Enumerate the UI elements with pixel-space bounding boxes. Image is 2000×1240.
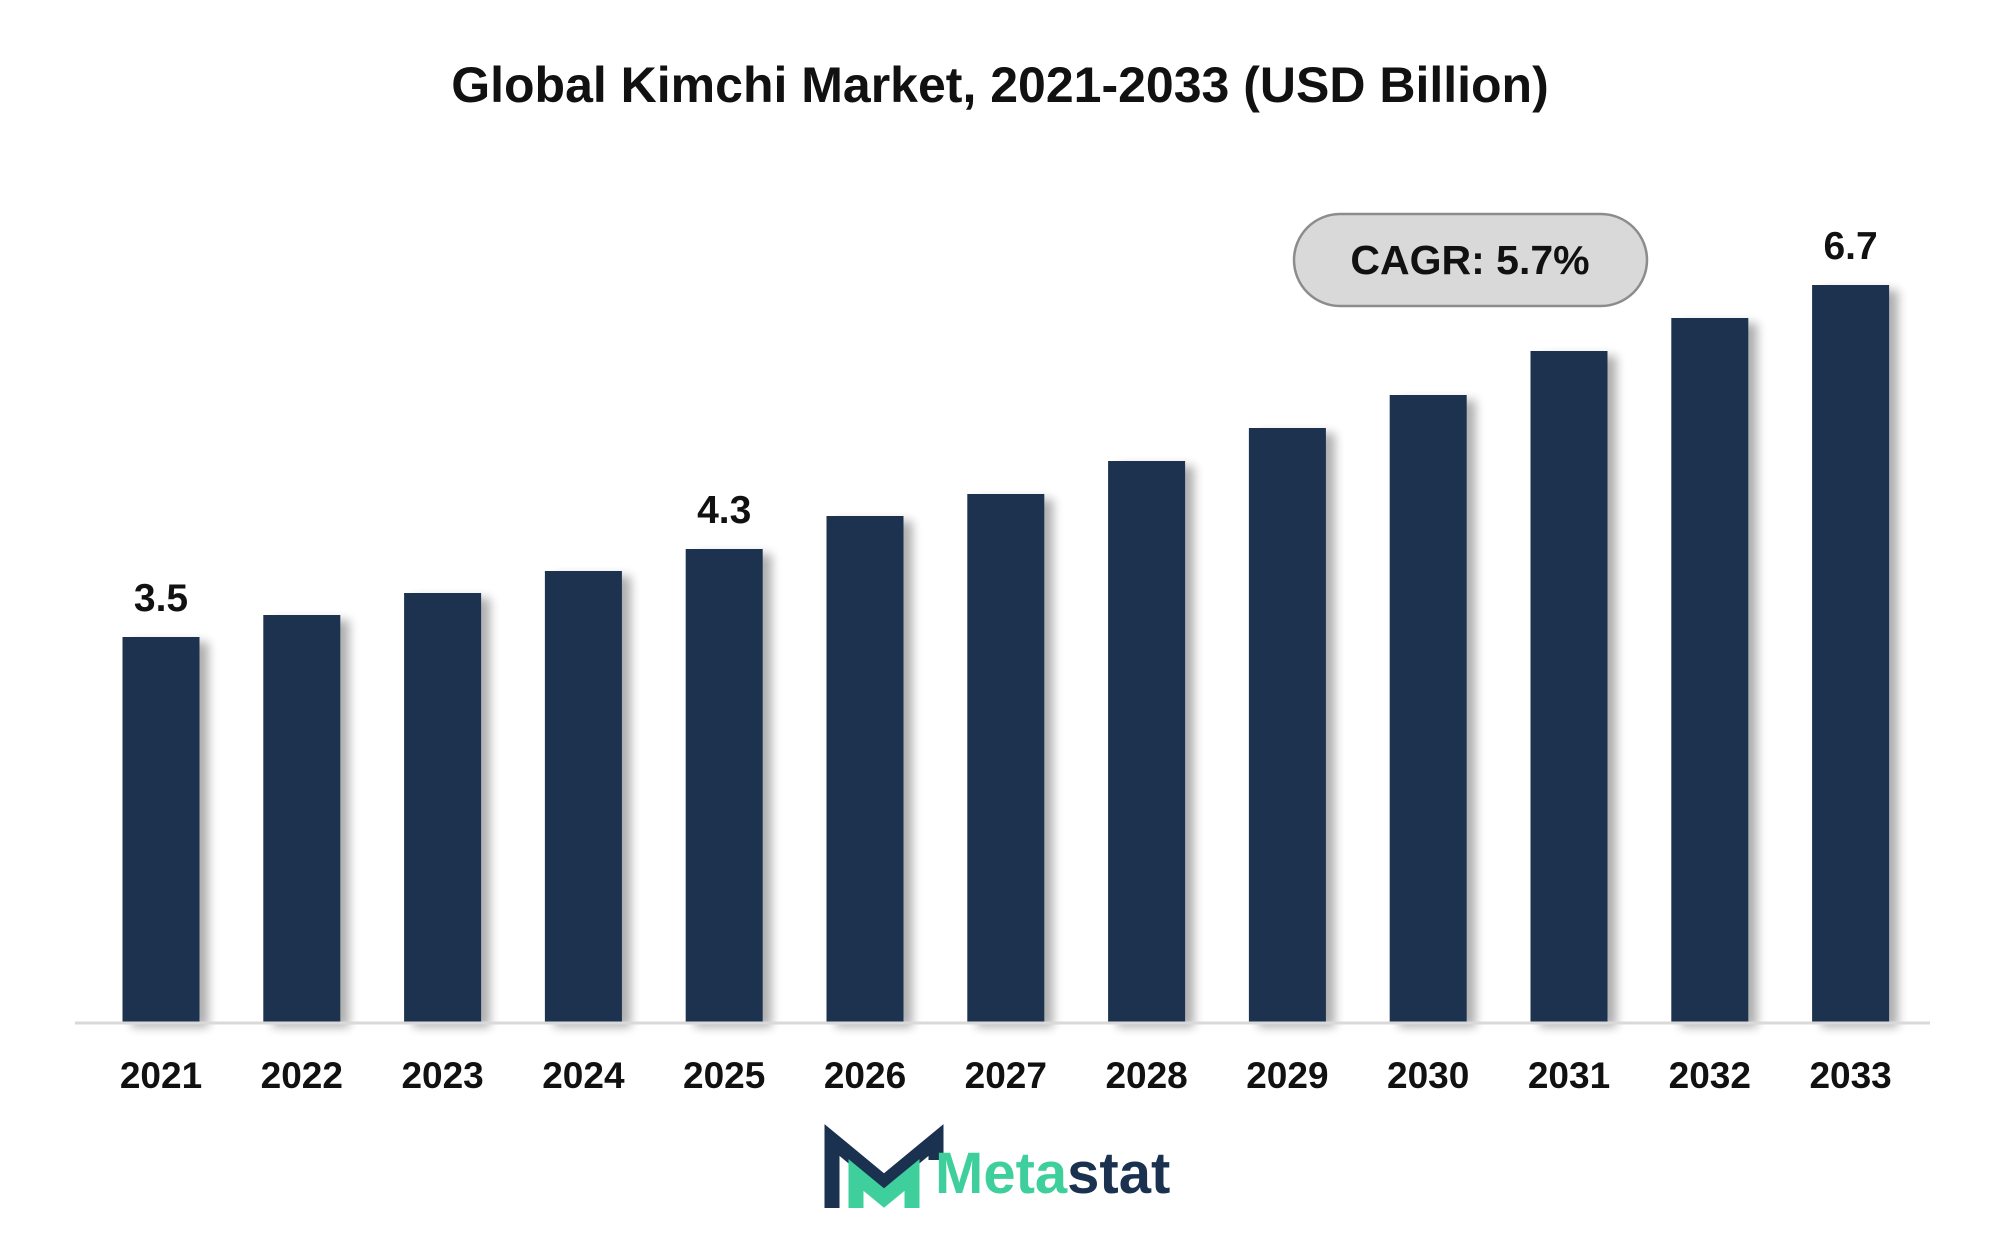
x-tick-label-2029: 2029 [1246, 1055, 1328, 1096]
cagr-callout: CAGR: 5.7% [1292, 212, 1649, 308]
metastat-m-icon [824, 1124, 944, 1208]
bar-group [122, 285, 1890, 1022]
logo-suffix: stat [1067, 1141, 1170, 1206]
bar-2024 [544, 571, 622, 1022]
cagr-label: CAGR: 5.7% [1350, 237, 1589, 283]
bar-2030 [1389, 395, 1467, 1022]
x-tick-label-2022: 2022 [261, 1055, 343, 1096]
cagr-pill [1292, 212, 1649, 308]
bar-2023 [404, 593, 482, 1022]
bar-2031 [1530, 351, 1608, 1022]
x-tick-label-2030: 2030 [1387, 1055, 1469, 1096]
x-tick-label-2021: 2021 [120, 1055, 202, 1096]
logo-wordmark: Metastat [935, 1141, 1170, 1206]
bar-2028 [1108, 461, 1186, 1022]
bar-2029 [1248, 428, 1326, 1022]
chart-title: Global Kimchi Market, 2021-2033 (USD Bil… [451, 57, 1549, 113]
data-label-2025: 4.3 [697, 489, 751, 532]
bar-2021 [122, 637, 200, 1022]
x-tick-label-2028: 2028 [1105, 1055, 1187, 1096]
x-tick-label-2024: 2024 [542, 1055, 625, 1096]
bar-2025 [685, 549, 763, 1022]
x-tick-label-2023: 2023 [401, 1055, 483, 1096]
x-tick-label-2027: 2027 [965, 1055, 1047, 1096]
x-tick-label-2032: 2032 [1669, 1055, 1751, 1096]
bar-2022 [263, 615, 341, 1022]
x-tick-label-2025: 2025 [683, 1055, 765, 1096]
bar-2027 [967, 494, 1045, 1022]
x-tick-label-2033: 2033 [1809, 1055, 1891, 1096]
metastat-logo: Metastat [824, 1124, 1170, 1208]
data-label-2021: 3.5 [134, 577, 188, 620]
bar-2026 [826, 516, 904, 1022]
bar-2032 [1671, 318, 1749, 1022]
x-tick-label-2031: 2031 [1528, 1055, 1610, 1096]
logo-prefix: Meta [935, 1141, 1068, 1206]
data-label-group: 3.5 4.3 6.7 [134, 225, 1878, 620]
x-tick-label-2026: 2026 [824, 1055, 906, 1096]
bar-2033 [1812, 285, 1890, 1022]
data-label-2033: 6.7 [1823, 225, 1877, 268]
x-axis-tick-labels: 2021 2022 2023 2024 2025 2026 2027 2028 2029 2030… [120, 1055, 1892, 1096]
